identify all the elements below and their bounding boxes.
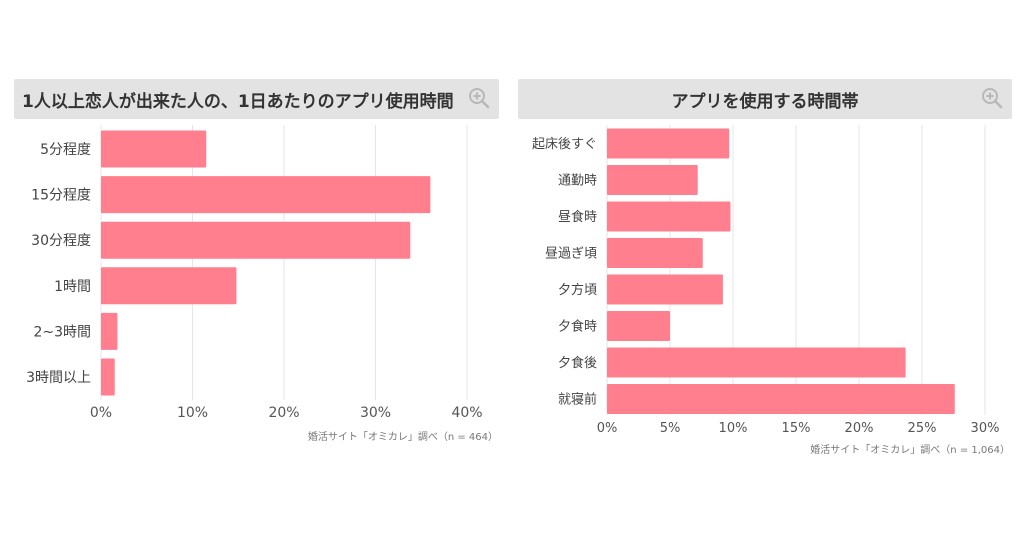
- right-bar: [607, 165, 698, 195]
- right-chart-source: 婚活サイト「オミカレ」調べ（n = 1,064）: [810, 445, 1010, 456]
- right-category-label: 昼過ぎ頃: [545, 247, 597, 262]
- left-bar: [101, 358, 115, 396]
- left-x-tick-label: 20%: [268, 405, 299, 421]
- left-x-tick-label: 40%: [451, 405, 482, 421]
- right-category-label: 夕方頃: [558, 282, 597, 298]
- left-x-tick-label: 30%: [360, 405, 391, 421]
- right-bar: [607, 128, 730, 159]
- right-category-label: 起床後すぐ: [532, 137, 597, 152]
- left-chart-title-bar: 1人以上恋人が出来た人の、1日あたりのアプリ使用時間: [14, 79, 499, 119]
- right-category-label: 夕食後: [558, 355, 597, 371]
- left-category-label: 1時間: [54, 279, 91, 295]
- right-x-tick-label: 10%: [719, 421, 748, 436]
- right-x-tick-label: 30%: [971, 421, 1000, 436]
- right-chart-title-bar: アプリを使用する時間帯: [518, 79, 1012, 119]
- right-x-tick-label: 5%: [660, 421, 681, 436]
- right-category-label: 昼食時: [558, 209, 597, 225]
- left-zoom-in-icon[interactable]: [467, 86, 491, 110]
- left-x-tick-label: 0%: [90, 405, 112, 421]
- right-x-tick-label: 0%: [597, 421, 618, 436]
- left-chart-source: 婚活サイト「オミカレ」調べ（n = 464）: [307, 432, 498, 443]
- right-x-tick-label: 25%: [908, 421, 937, 436]
- right-x-tick-label: 20%: [845, 421, 874, 436]
- left-bar: [101, 221, 411, 259]
- left-bar: [101, 176, 431, 214]
- right-bar: [607, 238, 703, 268]
- right-category-label: 夕食時: [558, 319, 597, 335]
- left-bar: [101, 267, 237, 305]
- left-category-label: 5分程度: [40, 142, 91, 158]
- right-x-tick-label: 15%: [782, 421, 811, 436]
- right-bar: [607, 311, 670, 341]
- left-bar: [101, 312, 118, 350]
- left-category-label: 30分程度: [31, 233, 91, 249]
- right-bar: [607, 384, 955, 414]
- left-chart-title: 1人以上恋人が出来た人の、1日あたりのアプリ使用時間: [22, 91, 454, 112]
- left-category-label: 2~3時間: [33, 324, 91, 340]
- left-category-label: 15分程度: [31, 188, 91, 204]
- right-bar: [607, 347, 906, 378]
- right-bar: [607, 274, 723, 305]
- right-bar: [607, 201, 731, 232]
- right-zoom-in-icon[interactable]: [980, 86, 1004, 110]
- left-bar: [101, 130, 207, 168]
- right-chart-title: アプリを使用する時間帯: [671, 91, 859, 112]
- right-category-label: 通勤時: [558, 174, 597, 189]
- right-category-label: 就寝前: [558, 392, 597, 408]
- left-x-tick-label: 10%: [177, 405, 208, 421]
- left-category-label: 3時間以上: [26, 370, 91, 386]
